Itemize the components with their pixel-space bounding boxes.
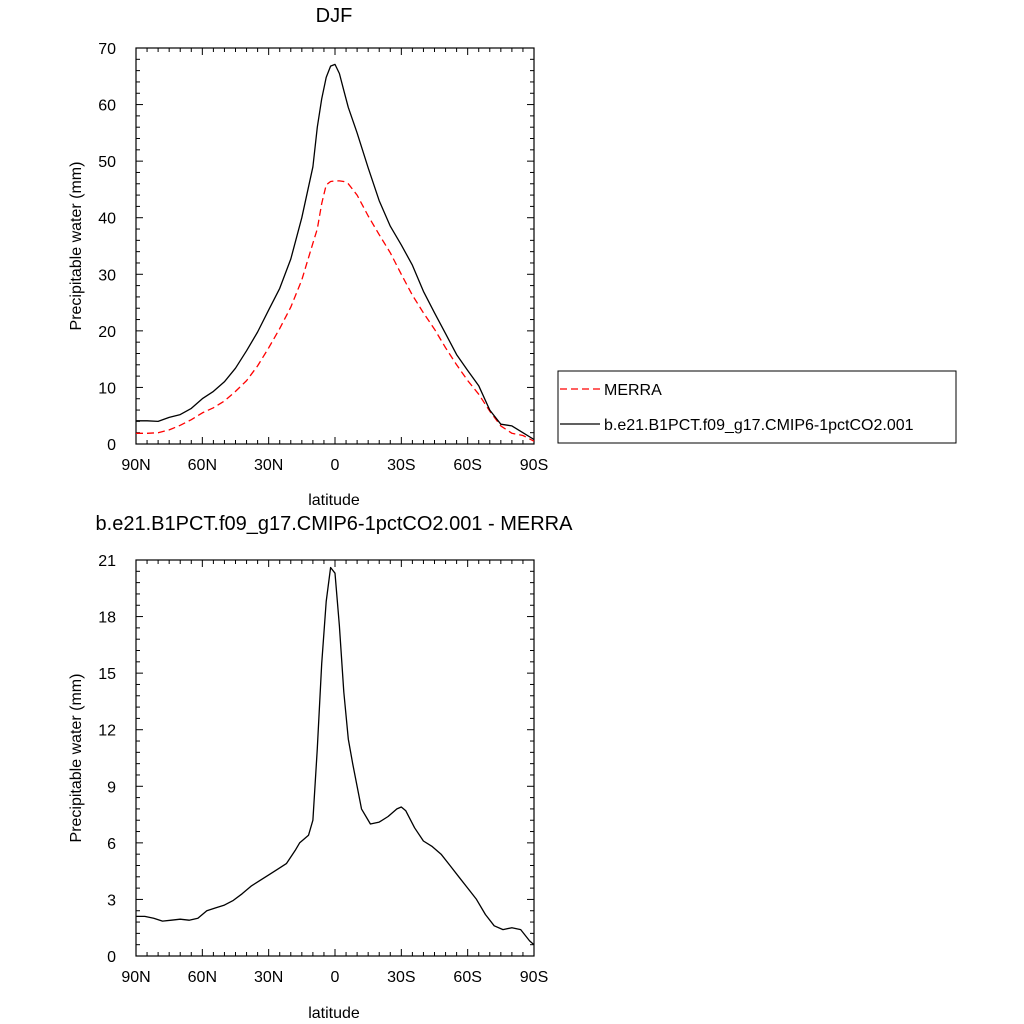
y-tick-label: 18 — [98, 610, 116, 627]
x-tick-label: 60S — [453, 457, 481, 474]
legend-label-merra: MERRA — [604, 382, 662, 399]
legend-box — [557, 370, 957, 444]
y-tick-label: 50 — [98, 154, 116, 171]
chart-title: DJF — [316, 5, 353, 27]
x-tick-label: 60N — [188, 457, 217, 474]
legend-label-model: b.e21.B1PCT.f09_g17.CMIP6-1pctCO2.001 — [604, 417, 914, 434]
y-tick-label: 12 — [98, 723, 116, 740]
x-tick-label: 90S — [520, 969, 548, 986]
precipitable-water-difference-chart: b.e21.B1PCT.f09_g17.CMIP6-1pctCO2.001 - … — [68, 513, 573, 1022]
plot-frame — [135, 47, 535, 445]
x-tick-label: 0 — [331, 969, 340, 986]
x-axis-label: latitude — [308, 1005, 360, 1022]
x-tick-label: 30S — [387, 457, 415, 474]
y-axis-label: Precipitable water (mm) — [68, 162, 85, 331]
y-tick-label: 30 — [98, 267, 116, 284]
y-tick-label: 70 — [98, 41, 116, 58]
x-tick-label: 30N — [254, 969, 283, 986]
series-line-merra — [136, 180, 535, 442]
y-tick-label: 21 — [98, 553, 116, 570]
y-tick-label: 3 — [107, 892, 116, 909]
x-tick-label: 60N — [188, 969, 217, 986]
x-tick-label: 90N — [121, 969, 150, 986]
series-line-model — [136, 63, 535, 441]
y-tick-label: 0 — [107, 949, 116, 966]
y-tick-label: 9 — [107, 779, 116, 796]
series-line-difference — [136, 566, 535, 946]
x-axis-label: latitude — [308, 492, 360, 509]
legend: MERRA b.e21.B1PCT.f09_g17.CMIP6-1pctCO2.… — [557, 370, 957, 444]
x-tick-label: 90N — [121, 457, 150, 474]
x-tick-label: 0 — [331, 457, 340, 474]
y-tick-label: 6 — [107, 836, 116, 853]
x-tick-label: 30S — [387, 969, 415, 986]
y-axis-label: Precipitable water (mm) — [68, 674, 85, 843]
x-tick-label: 60S — [453, 969, 481, 986]
chart-title: b.e21.B1PCT.f09_g17.CMIP6-1pctCO2.001 - … — [96, 513, 574, 535]
y-tick-label: 0 — [107, 437, 116, 454]
precipitable-water-djf-chart: DJF latitude Precipitable water (mm) MER… — [68, 5, 957, 509]
x-tick-label: 90S — [520, 457, 548, 474]
x-tick-label: 30N — [254, 457, 283, 474]
y-tick-label: 40 — [98, 211, 116, 228]
y-tick-label: 20 — [98, 324, 116, 341]
y-tick-label: 10 — [98, 380, 116, 397]
y-tick-label: 60 — [98, 98, 116, 115]
y-tick-label: 15 — [98, 666, 116, 683]
